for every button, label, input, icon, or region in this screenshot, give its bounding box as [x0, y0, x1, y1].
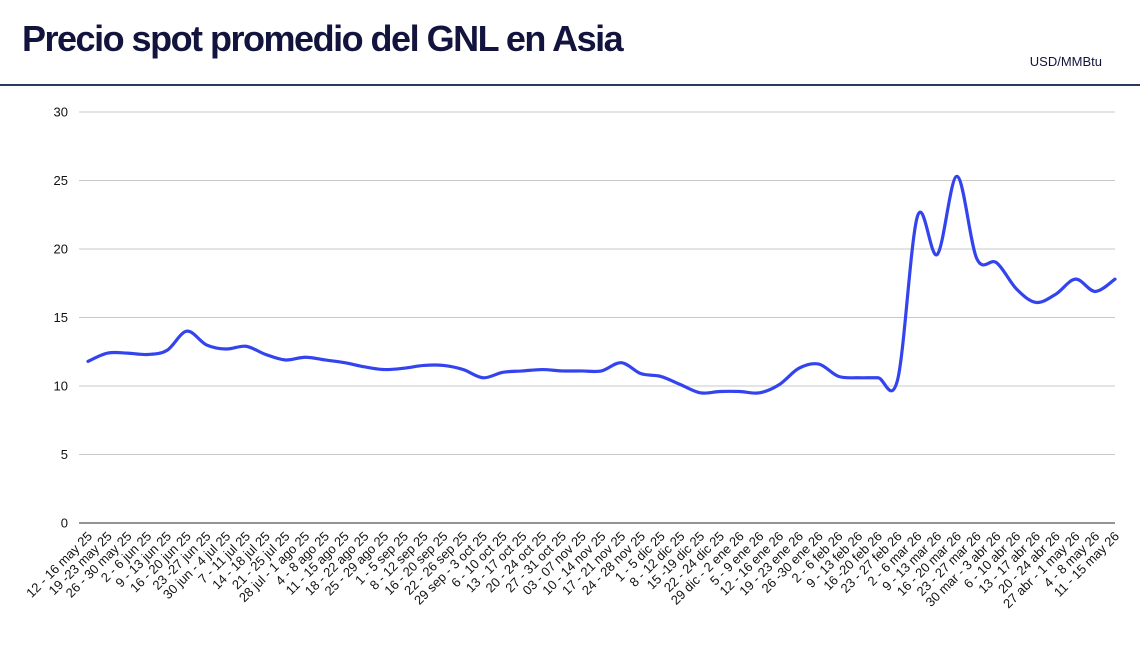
series-layer	[86, 174, 1117, 395]
data-point	[718, 389, 722, 393]
data-point	[1093, 289, 1097, 293]
data-point	[580, 369, 584, 373]
data-point	[224, 347, 228, 351]
data-point	[600, 369, 604, 373]
data-point	[1054, 292, 1058, 296]
data-point	[145, 352, 149, 356]
data-point	[856, 376, 860, 380]
data-point	[916, 214, 920, 218]
y-tick-label: 0	[61, 516, 68, 531]
data-point	[1014, 287, 1018, 291]
y-tick-label: 30	[54, 105, 68, 120]
y-tick-label: 20	[54, 242, 68, 257]
data-point	[205, 343, 209, 347]
data-point	[639, 372, 643, 376]
data-point	[442, 363, 446, 367]
data-point	[679, 383, 683, 387]
header-divider	[0, 84, 1140, 86]
series-line	[86, 174, 1117, 395]
data-point	[995, 261, 999, 265]
data-point	[461, 368, 465, 372]
data-point	[1113, 277, 1117, 281]
data-point	[935, 252, 939, 256]
data-point	[165, 348, 169, 352]
data-point	[1074, 277, 1078, 281]
grid-lines	[79, 111, 1115, 524]
data-point	[698, 391, 702, 395]
data-point	[264, 352, 268, 356]
data-point	[185, 329, 189, 333]
data-point	[284, 358, 288, 362]
data-point	[323, 358, 327, 362]
data-point	[777, 383, 781, 387]
data-point	[817, 362, 821, 366]
chart-title: Precio spot promedio del GNL en Asia	[22, 18, 624, 59]
data-point	[343, 361, 347, 365]
data-point	[86, 359, 90, 363]
data-point	[363, 365, 367, 369]
data-point	[797, 366, 801, 370]
y-tick-label: 25	[54, 173, 68, 188]
data-point	[1034, 300, 1038, 304]
data-point	[876, 376, 880, 380]
data-point	[521, 369, 525, 373]
data-point	[896, 377, 900, 381]
data-point	[382, 368, 386, 372]
data-point	[758, 391, 762, 395]
data-point	[837, 374, 841, 378]
y-tick-label: 10	[54, 379, 68, 394]
data-point	[303, 355, 307, 359]
data-point	[422, 363, 426, 367]
data-point	[402, 366, 406, 370]
y-axis-ticks: 0 5 10 15 20 25 30	[54, 105, 68, 531]
data-point	[126, 351, 130, 355]
data-point	[560, 369, 564, 373]
data-point	[659, 374, 663, 378]
y-tick-label: 5	[61, 447, 68, 462]
y-tick-label: 15	[54, 310, 68, 325]
data-point	[955, 174, 959, 178]
data-point	[106, 351, 110, 355]
data-point	[540, 368, 544, 372]
data-point	[619, 361, 623, 365]
data-point	[501, 370, 505, 374]
data-point	[244, 344, 248, 348]
data-point	[738, 389, 742, 393]
unit-label: USD/MMBtu	[1029, 54, 1102, 69]
data-point	[481, 376, 485, 380]
data-point	[975, 257, 979, 261]
